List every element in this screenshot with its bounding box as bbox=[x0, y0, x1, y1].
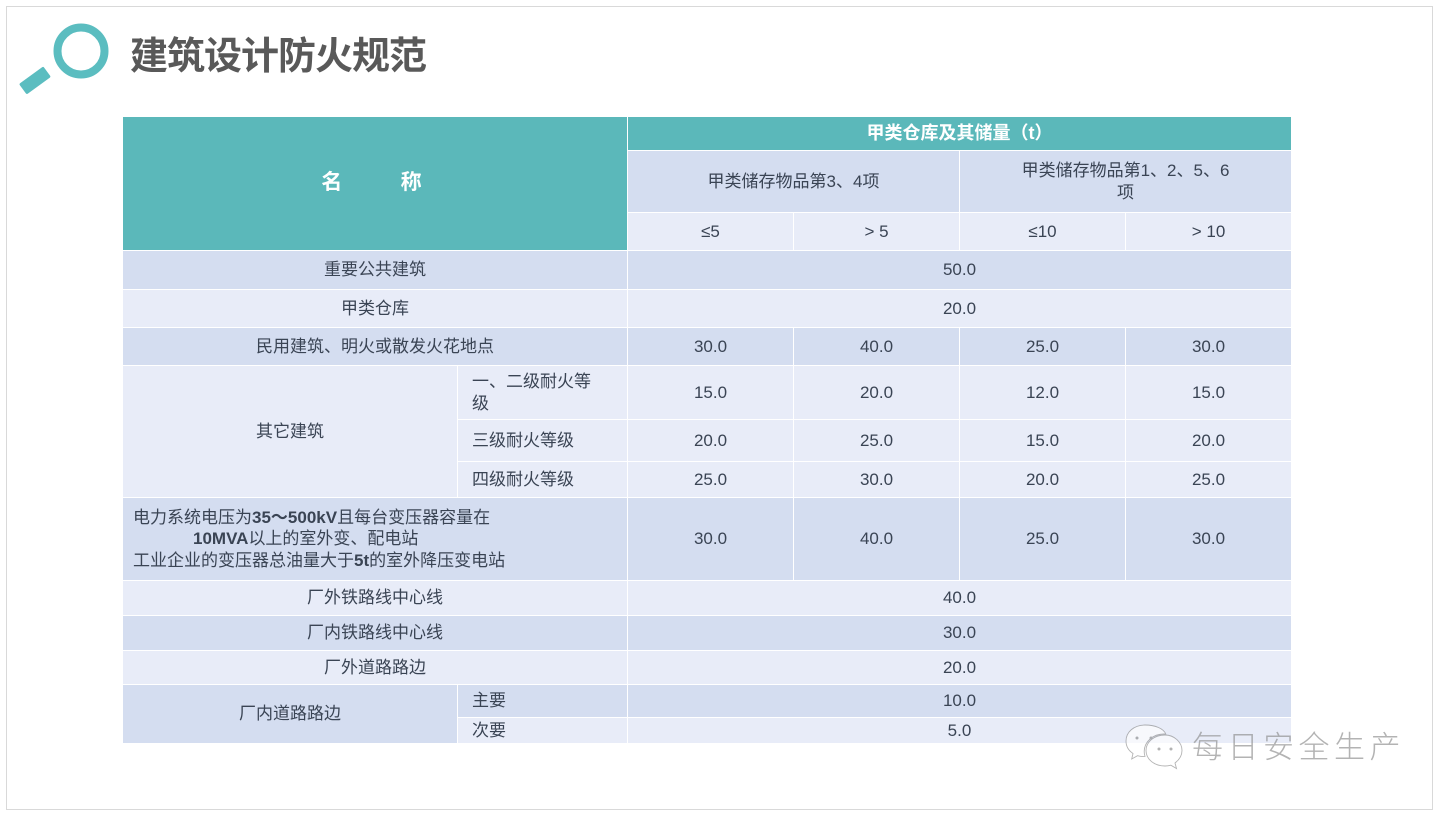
svg-text:每日安全生产: 每日安全生产 bbox=[1192, 723, 1404, 767]
